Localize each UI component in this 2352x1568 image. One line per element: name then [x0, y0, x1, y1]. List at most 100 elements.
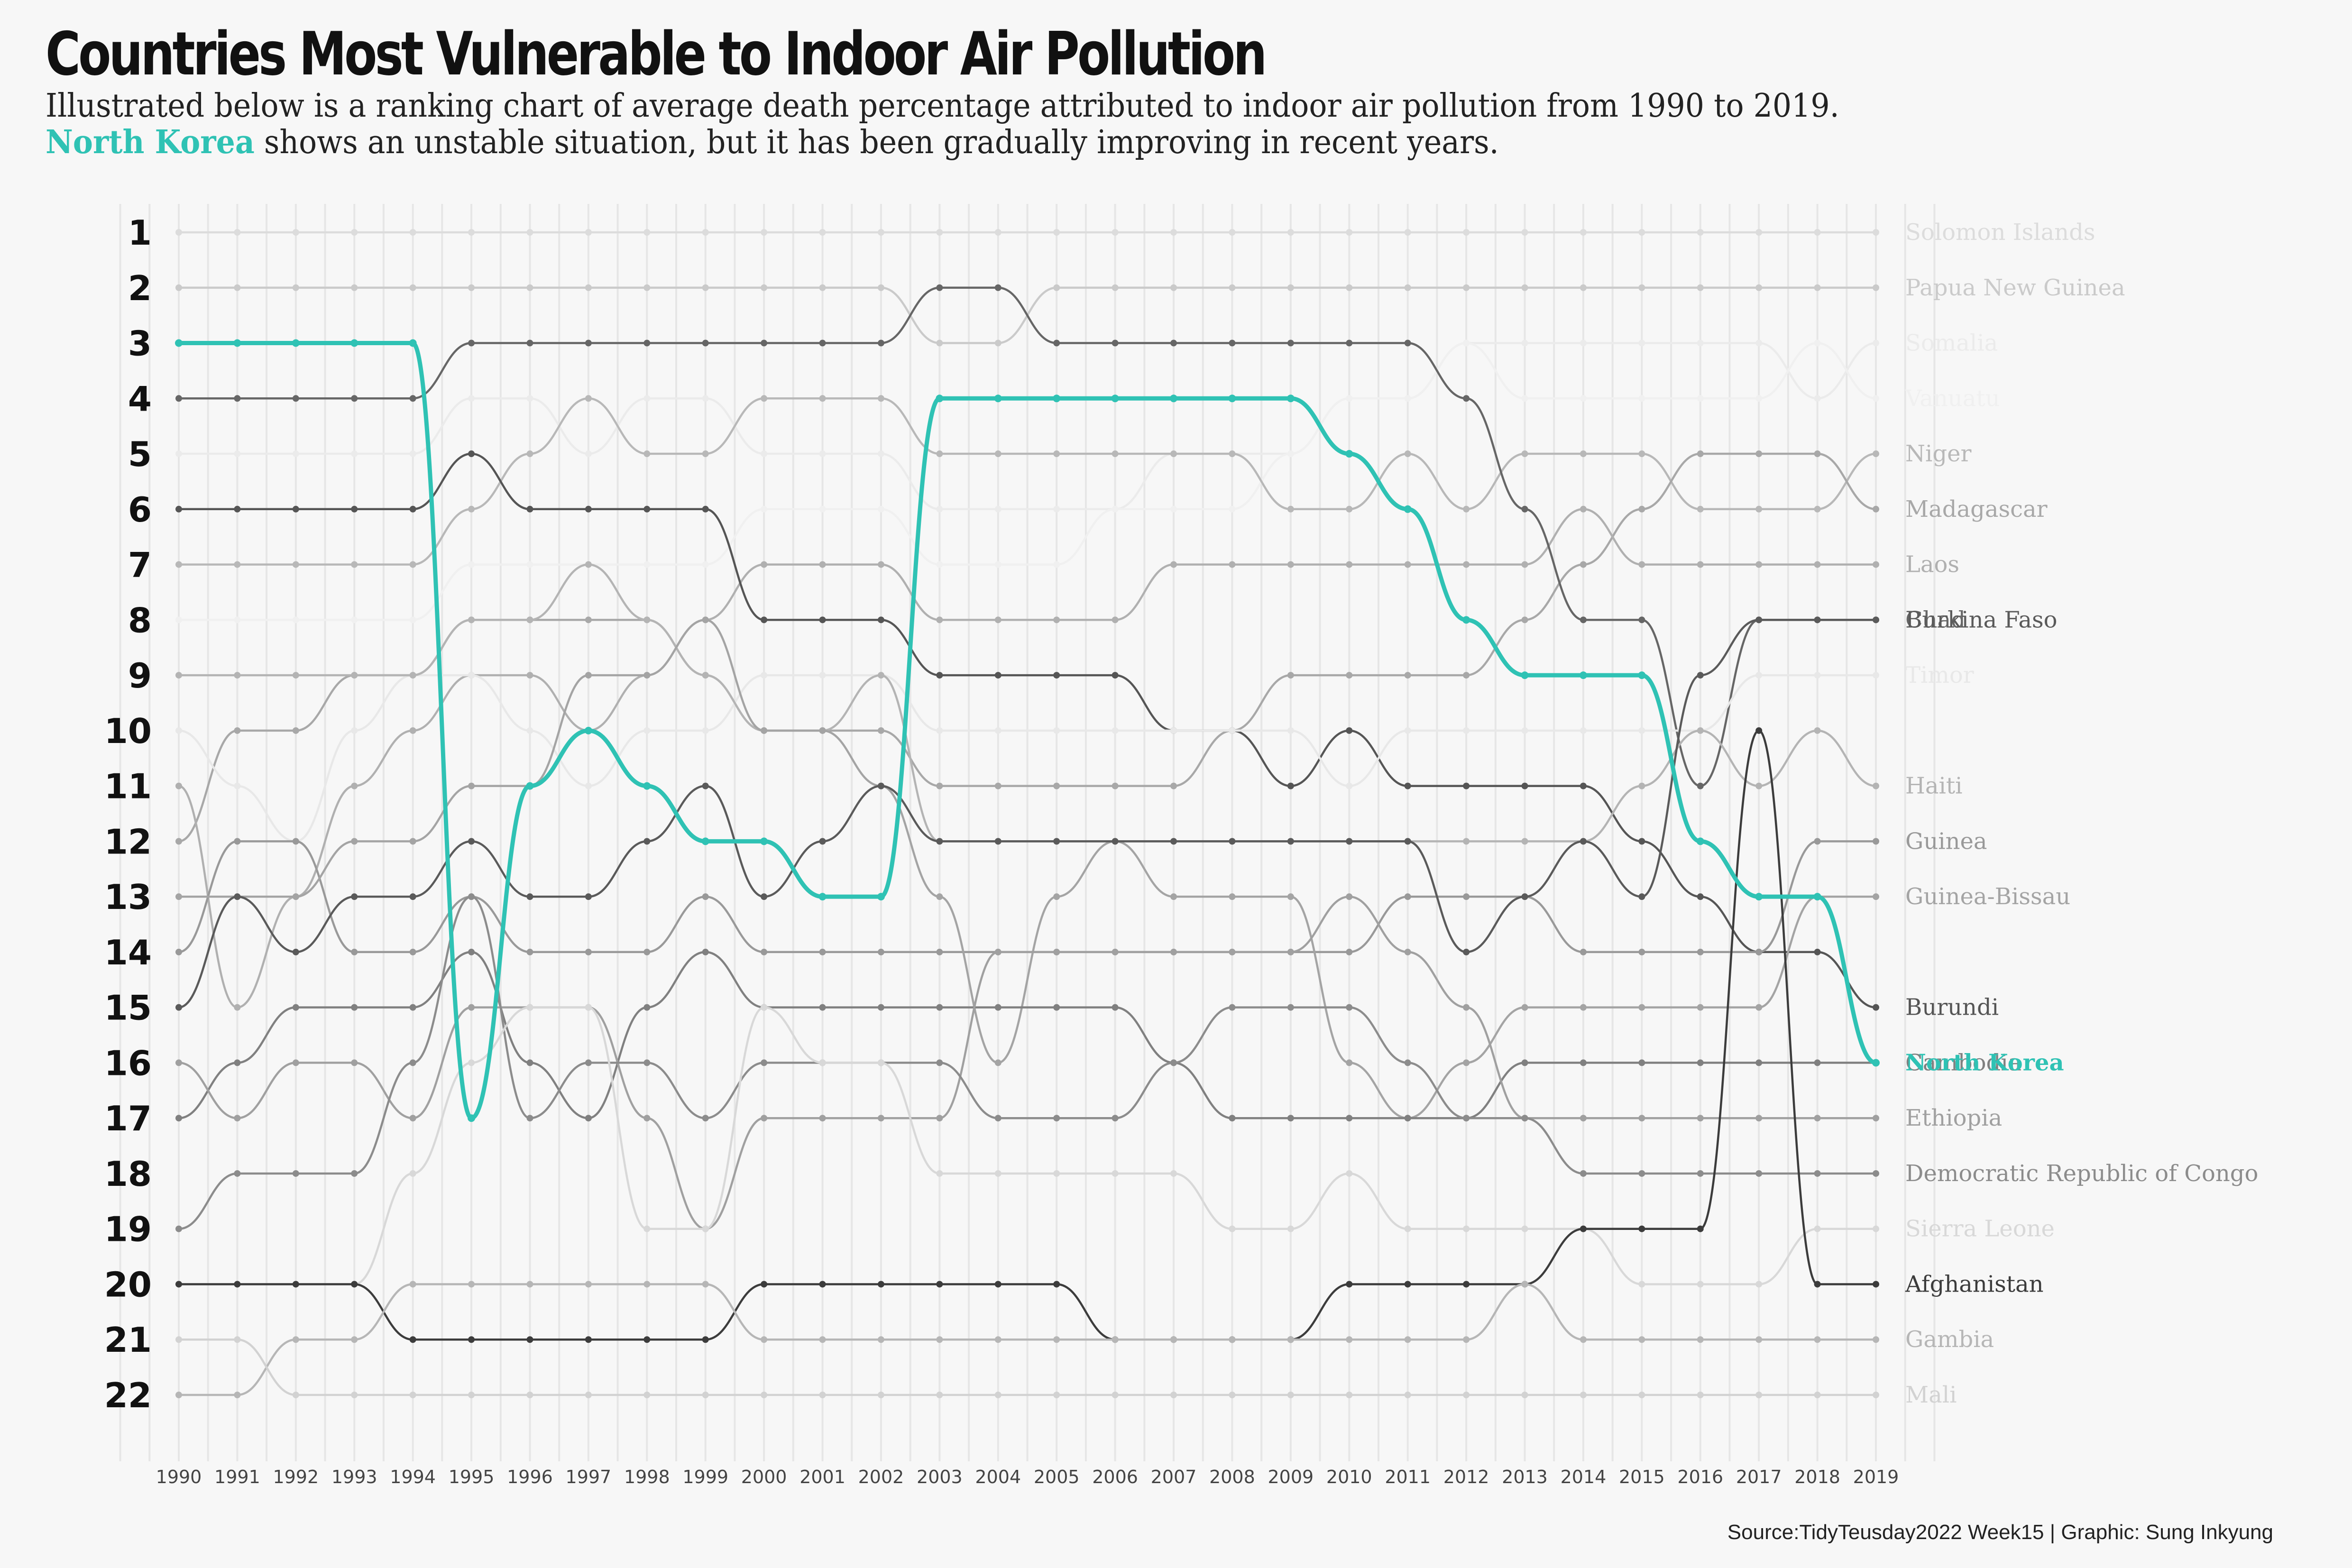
data-point	[1697, 339, 1704, 347]
data-point	[1053, 339, 1060, 347]
data-point	[643, 616, 651, 624]
data-point	[877, 1115, 884, 1122]
data-point	[643, 1004, 651, 1011]
data-point	[1053, 229, 1060, 236]
data-point	[1521, 229, 1528, 236]
data-point	[819, 1336, 826, 1343]
data-point	[409, 672, 416, 679]
data-point	[234, 1336, 241, 1343]
data-point	[760, 837, 768, 845]
data-point	[1346, 284, 1353, 291]
data-point	[175, 229, 182, 236]
year-tick-label: 1990	[156, 1467, 202, 1487]
data-point	[468, 616, 475, 624]
data-point	[468, 561, 475, 568]
data-point	[1873, 672, 1879, 679]
data-point	[351, 1392, 358, 1398]
data-point	[234, 1115, 241, 1122]
rank-tick-label: 18	[104, 1154, 152, 1194]
data-point	[468, 782, 475, 789]
data-point	[468, 1114, 476, 1122]
year-tick-label: 2003	[917, 1467, 963, 1487]
data-point	[1229, 450, 1236, 458]
data-point	[292, 727, 299, 734]
data-point	[1873, 339, 1879, 347]
data-point	[1521, 1225, 1528, 1232]
data-point	[936, 727, 943, 734]
data-point	[1229, 1115, 1236, 1122]
country-label: Mali	[1905, 1382, 1957, 1408]
data-point	[936, 1392, 943, 1398]
data-point	[585, 616, 592, 624]
data-point	[761, 893, 768, 900]
data-point	[292, 1392, 299, 1398]
country-label: Sierra Leone	[1905, 1216, 2055, 1242]
series-niger	[175, 395, 1879, 568]
data-point	[1463, 782, 1470, 789]
data-point	[585, 1059, 592, 1066]
data-point	[1112, 505, 1119, 513]
data-point	[175, 284, 182, 291]
data-point	[585, 229, 592, 236]
data-point	[526, 1281, 533, 1288]
data-point	[526, 893, 533, 900]
data-point	[409, 561, 416, 568]
country-label: Cambodia	[1905, 1049, 2021, 1076]
data-point	[761, 948, 768, 955]
series-north-korea	[175, 339, 1880, 1122]
data-point	[1404, 505, 1412, 513]
data-point	[351, 1281, 358, 1288]
data-point	[1053, 782, 1060, 789]
data-point	[936, 450, 943, 458]
data-point	[292, 948, 299, 955]
country-label: Madagascar	[1905, 496, 2048, 523]
data-point	[1873, 782, 1879, 789]
data-point	[585, 395, 592, 402]
data-point	[1755, 1281, 1763, 1288]
data-point	[1286, 394, 1295, 403]
data-point	[526, 782, 534, 790]
data-point	[877, 1059, 884, 1066]
data-point	[877, 672, 884, 679]
data-point	[643, 838, 651, 845]
data-point	[1638, 561, 1645, 568]
data-point	[351, 893, 358, 900]
data-point	[526, 284, 533, 291]
data-point	[350, 339, 358, 347]
data-point	[761, 1336, 768, 1343]
data-point	[1521, 1004, 1528, 1011]
data-point	[1755, 339, 1763, 347]
data-point	[1170, 948, 1177, 955]
data-point	[526, 1115, 533, 1122]
data-point	[1755, 1004, 1763, 1011]
data-point	[936, 229, 943, 236]
data-point	[1112, 1336, 1119, 1343]
data-point	[1873, 395, 1879, 402]
data-point	[1755, 782, 1763, 789]
series-vanuatu	[175, 339, 1879, 624]
data-point	[1053, 1004, 1060, 1011]
data-point	[526, 561, 533, 568]
data-point	[1638, 1225, 1645, 1232]
data-point	[1404, 1336, 1411, 1343]
data-point	[761, 339, 768, 347]
data-point	[1580, 1115, 1587, 1122]
data-point	[877, 1281, 884, 1288]
data-point	[468, 284, 475, 291]
data-point	[761, 672, 768, 679]
data-point	[175, 1004, 182, 1011]
data-point	[1521, 450, 1528, 458]
data-point	[1404, 229, 1411, 236]
data-point	[1521, 727, 1528, 734]
data-point	[1697, 782, 1704, 789]
year-tick-label: 2007	[1151, 1467, 1197, 1487]
data-point	[1873, 229, 1879, 236]
year-tick-label: 1995	[449, 1467, 495, 1487]
data-point	[702, 782, 709, 789]
chart-grid	[119, 204, 1936, 1461]
data-point	[1404, 672, 1411, 679]
data-point	[351, 561, 358, 568]
data-point	[1521, 671, 1529, 679]
data-point	[1170, 450, 1177, 458]
data-point	[409, 1281, 416, 1288]
